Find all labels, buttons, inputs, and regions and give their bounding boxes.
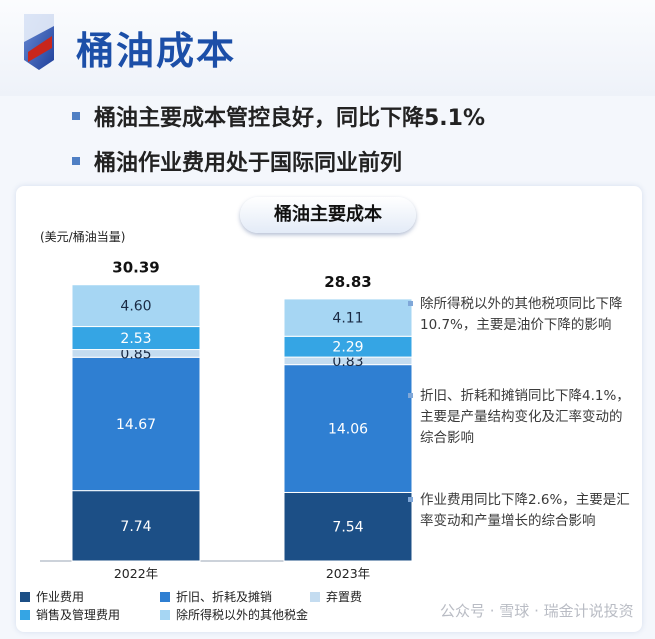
bar-segment xyxy=(71,284,201,328)
legend-label: 弃置费 xyxy=(326,590,363,604)
unit-label: (美元/桶油当量) xyxy=(40,230,126,244)
bullet-item: 桶油主要成本管控良好，同比下降5.1% xyxy=(72,100,485,132)
legend-swatch xyxy=(20,592,30,602)
total-label: 30.39 xyxy=(112,259,159,277)
bullet-square-icon xyxy=(408,393,413,398)
chart-title: 桶油主要成本 xyxy=(240,197,416,233)
data-label: 14.06 xyxy=(328,422,368,438)
bullet-text: 桶油作业费用处于国际同业前列 xyxy=(94,151,403,176)
legend-label: 除所得税以外的其他税金 xyxy=(176,608,309,622)
x-tick-label: 2022年 xyxy=(114,566,158,581)
legend-swatch xyxy=(160,592,170,602)
data-label: 0.83 xyxy=(332,354,363,370)
bar-segment xyxy=(71,490,201,562)
data-label: 2.29 xyxy=(332,340,363,356)
bullet-text: 桶油主要成本管控良好，同比下降5.1% xyxy=(94,106,486,131)
annotation-tax: 除所得税以外的其他税项同比下降10.7%，主要是油价下降的影响 xyxy=(408,294,635,336)
bar-segment xyxy=(283,364,413,493)
annotation-depreciation: 折旧、折耗和摊销同比下降4.1%，主要是产量结构变化及汇率变动的综合影响 xyxy=(408,386,635,449)
header xyxy=(0,0,655,96)
data-label: 0.85 xyxy=(120,346,151,362)
total-label: 28.83 xyxy=(324,273,371,291)
page-title: 桶油成本 xyxy=(76,29,237,73)
data-label: 2.53 xyxy=(120,331,151,347)
data-label: 7.74 xyxy=(120,519,151,535)
legend-item: 除所得税以外的其他税金 xyxy=(160,606,308,623)
data-label: 14.67 xyxy=(116,417,156,433)
legend-label: 作业费用 xyxy=(36,590,85,604)
data-label: 4.60 xyxy=(120,299,151,315)
legend-label: 销售及管理费用 xyxy=(36,608,121,622)
bullet-square-icon xyxy=(72,157,80,165)
bullet-square-icon xyxy=(408,497,413,502)
legend-swatch xyxy=(310,592,320,602)
bullet-square-icon xyxy=(408,301,413,306)
bar-segment xyxy=(283,298,413,337)
annotation-text: 折旧、折耗和摊销同比下降4.1%，主要是产量结构变化及汇率变动的综合影响 xyxy=(420,388,630,446)
x-tick-label: 2023年 xyxy=(326,566,370,581)
legend-item: 作业费用 xyxy=(20,588,84,605)
bullet-square-icon xyxy=(72,112,80,120)
data-label: 4.11 xyxy=(332,311,363,327)
annotation-operating: 作业费用同比下降2.6%，主要是汇率变动和产量增长的综合影响 xyxy=(408,490,635,532)
legend-swatch xyxy=(160,610,170,620)
bullet-item: 桶油作业费用处于国际同业前列 xyxy=(72,145,402,177)
legend-swatch xyxy=(20,610,30,620)
annotation-text: 作业费用同比下降2.6%，主要是汇率变动和产量增长的综合影响 xyxy=(420,492,630,529)
data-label: 7.54 xyxy=(332,520,363,536)
brand-logo-icon xyxy=(24,14,54,70)
legend-label: 折旧、折耗及摊销 xyxy=(176,590,273,604)
watermark: 公众号 · 雪球 · 瑞金计说投资 xyxy=(440,602,634,620)
annotation-text: 除所得税以外的其他税项同比下降10.7%，主要是油价下降的影响 xyxy=(420,296,623,333)
legend-item: 销售及管理费用 xyxy=(20,606,120,623)
legend-item: 折旧、折耗及摊销 xyxy=(160,588,272,605)
bar-segment xyxy=(71,356,201,492)
legend-item: 弃置费 xyxy=(310,588,362,605)
